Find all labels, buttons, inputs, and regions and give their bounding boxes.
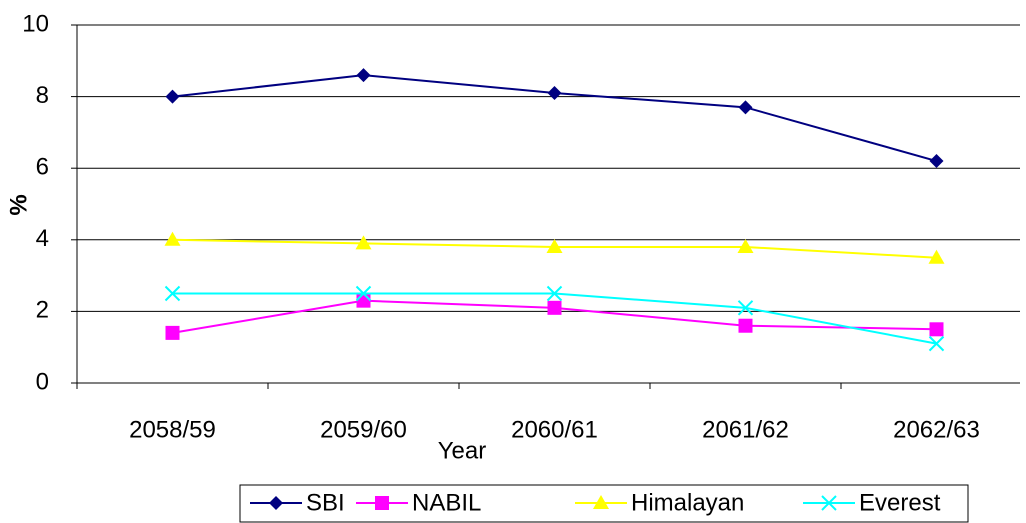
legend-marker [269,496,283,510]
marker [737,300,754,316]
y-tick-label: 8 [36,82,49,109]
marker [547,86,562,101]
x-tick-label: 2059/60 [320,416,407,443]
y-tick-label: 0 [36,368,49,395]
marker [356,293,371,308]
marker [356,68,371,83]
legend-label: NABIL [412,489,481,516]
y-tick-label: 10 [22,10,49,37]
y-tick-label: 4 [36,225,49,252]
legend-label: Himalayan [631,489,744,516]
marker [355,235,372,250]
x-tick-label: 2060/61 [511,416,598,443]
legend-label: SBI [306,489,345,516]
marker [164,231,181,246]
marker [928,249,945,264]
y-tick-label: 2 [36,297,49,324]
marker [928,335,945,352]
x-tick-label: 2058/59 [129,416,216,443]
marker [546,285,563,302]
legend-marker [375,496,389,510]
legend-marker [593,495,609,509]
marker [165,325,180,340]
legend-label: Everest [859,489,941,516]
x-tick-label: 2061/62 [702,416,789,443]
legend-marker [821,495,837,511]
marker [929,154,944,169]
marker [738,100,753,115]
marker [547,300,562,315]
x-axis-label: Year [438,437,487,464]
marker [355,285,372,302]
marker [738,318,753,333]
y-tick-label: 6 [36,154,49,181]
marker [164,285,181,302]
x-tick-label: 2062/63 [893,416,980,443]
marker [165,89,180,104]
marker [546,238,563,253]
marker [737,238,754,253]
marker [929,322,944,337]
y-axis-label: % [5,194,32,215]
